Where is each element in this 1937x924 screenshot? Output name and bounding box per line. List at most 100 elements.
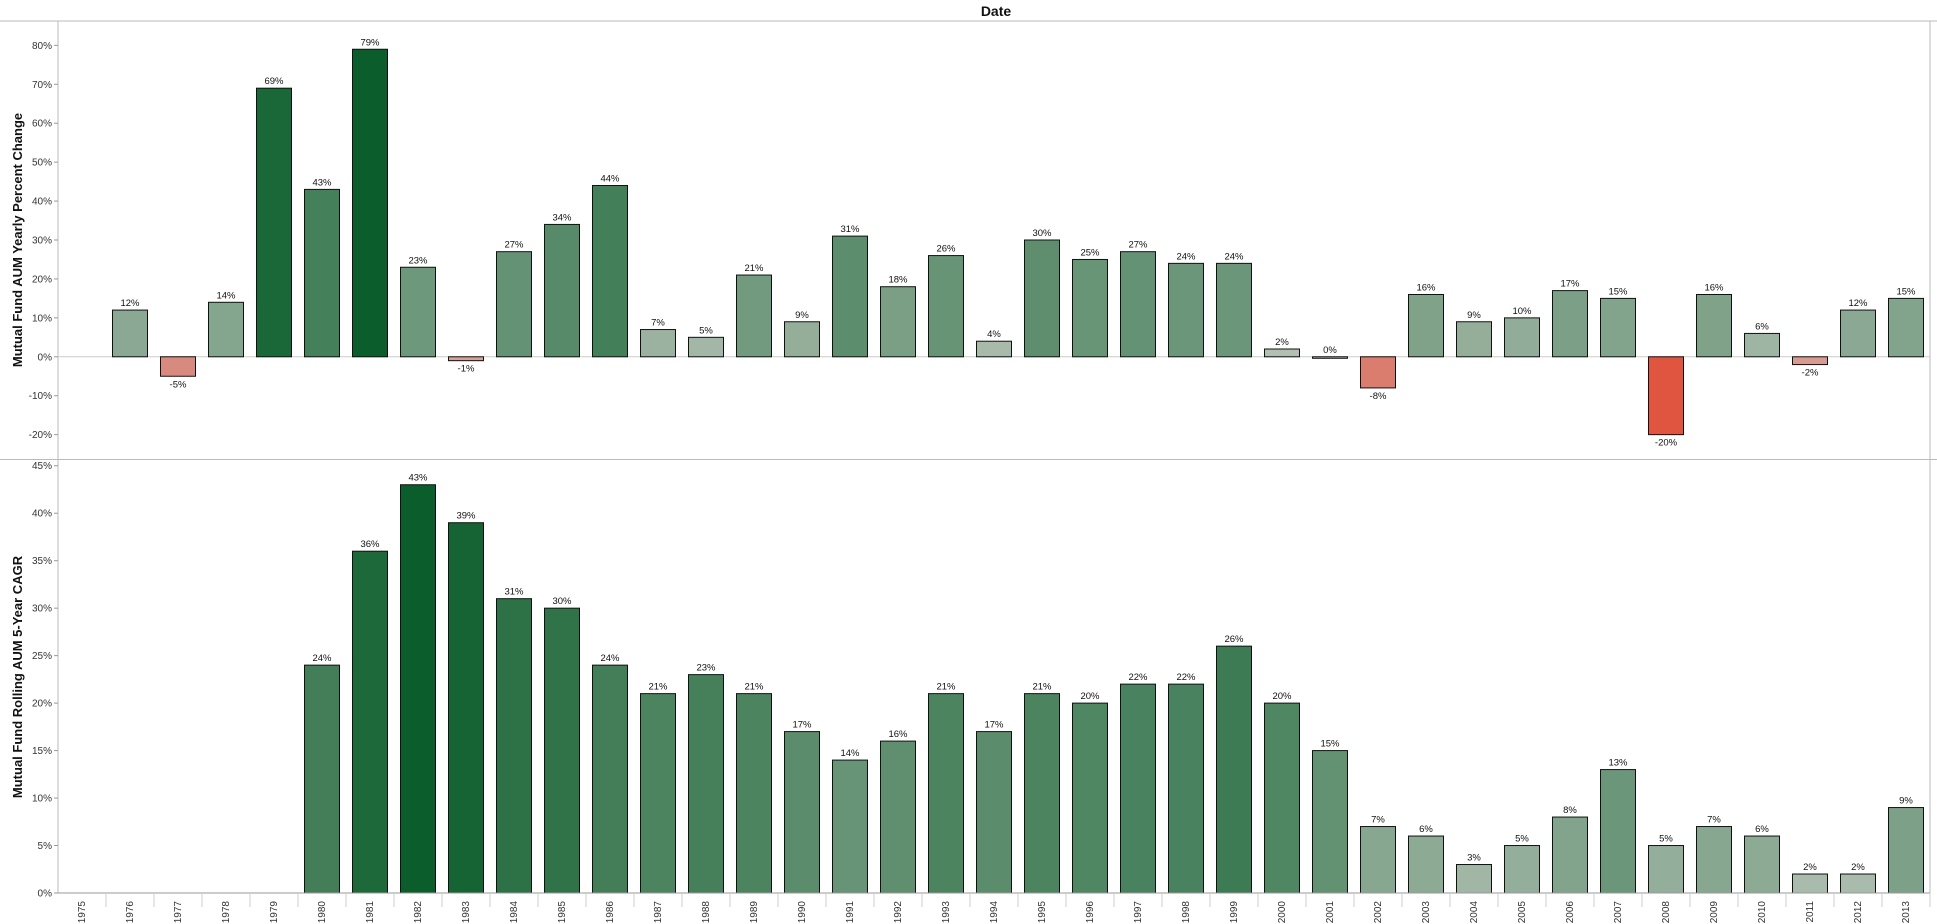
x-tick-label: 2006 [1565, 901, 1576, 924]
bar [1600, 297, 1636, 358]
bar [496, 598, 532, 894]
x-tick-label: 1993 [941, 901, 952, 924]
data-label: 9% [795, 310, 809, 321]
data-label: 15% [1320, 739, 1340, 750]
bar [304, 664, 340, 894]
data-label: 21% [1032, 682, 1052, 693]
y-tick-label: -20% [29, 430, 52, 441]
data-label: 21% [936, 682, 956, 693]
y-tick-label: 0% [38, 889, 53, 900]
data-label: 25% [1080, 247, 1100, 258]
x-tick-label: 1999 [1229, 901, 1240, 924]
bar [160, 356, 196, 377]
bar [1696, 294, 1732, 358]
bar [784, 731, 820, 894]
y-tick-label: 20% [32, 274, 52, 285]
bar [496, 251, 532, 358]
data-label: 7% [1371, 815, 1385, 826]
bar [1456, 864, 1492, 894]
bar [1456, 321, 1492, 358]
data-label: 79% [360, 37, 380, 48]
bar [1024, 239, 1060, 358]
x-tick-label: 1990 [797, 901, 808, 924]
bar [928, 255, 964, 358]
data-label: 15% [1896, 286, 1916, 297]
x-tick-label: 1978 [221, 901, 232, 924]
data-label: 21% [648, 682, 668, 693]
bar [1504, 317, 1540, 358]
data-label: 12% [120, 298, 140, 309]
data-label: 24% [600, 653, 620, 664]
x-tick-label: 1975 [77, 901, 88, 924]
data-label: -8% [1370, 391, 1387, 402]
bar [832, 759, 868, 894]
data-label: 12% [1848, 298, 1868, 309]
data-label: 14% [216, 290, 236, 301]
panels: -20% -10% 0% 10% 20% 30% 40% 50% 60% 70% 80% Mutual… [0, 20, 1937, 900]
y-tick-label: 35% [32, 556, 52, 567]
x-tick-label: 1987 [653, 901, 664, 924]
y-tick-label: 5% [38, 841, 53, 852]
bar [976, 731, 1012, 894]
data-label: 16% [888, 729, 908, 740]
bar [1168, 683, 1204, 894]
y-tick-label: 80% [32, 41, 52, 52]
bar [688, 674, 724, 894]
y-tick-label: 25% [32, 651, 52, 662]
data-label: 17% [1560, 279, 1580, 290]
data-label: 69% [264, 76, 284, 87]
x-tick-label: 2004 [1469, 901, 1480, 924]
bar [1408, 294, 1444, 358]
x-tick-label: 1986 [605, 901, 616, 924]
data-label: 26% [1224, 634, 1244, 645]
bar [1600, 769, 1636, 894]
bar [256, 87, 292, 358]
bar [1360, 826, 1396, 894]
bar [1264, 702, 1300, 894]
bar [1264, 348, 1300, 358]
y-axis-label: Mutual Fund Rolling AUM 5-Year CAGR [10, 555, 25, 798]
data-label: -1% [458, 364, 475, 375]
data-label: 44% [600, 174, 620, 185]
bar [1024, 693, 1060, 894]
data-label: 15% [1608, 286, 1628, 297]
data-label: 16% [1704, 283, 1724, 294]
bar [832, 235, 868, 358]
y-tick-label: 10% [32, 794, 52, 805]
bar [1696, 826, 1732, 894]
data-label: 20% [1272, 691, 1292, 702]
data-label: -20% [1655, 438, 1678, 449]
data-label: 2% [1851, 862, 1865, 873]
bar [688, 336, 724, 358]
bar [1888, 297, 1924, 358]
data-label: 21% [744, 682, 764, 693]
data-label: -5% [170, 379, 187, 390]
y-tick-label: -10% [29, 391, 52, 402]
data-label: 6% [1755, 824, 1769, 835]
data-label: 4% [987, 329, 1001, 340]
data-label: 2% [1803, 862, 1817, 873]
y-tick-label: 15% [32, 746, 52, 757]
data-label: 39% [456, 511, 476, 522]
data-label: 21% [744, 263, 764, 274]
data-label: 14% [840, 748, 860, 759]
x-tick-label: 1976 [125, 901, 136, 924]
bar [784, 321, 820, 358]
data-label: 36% [360, 539, 380, 550]
data-label: 26% [936, 244, 956, 255]
x-tick-label: 2010 [1757, 901, 1768, 924]
chart-title: Date [981, 3, 1012, 19]
y-tick-label: 50% [32, 158, 52, 169]
bar [400, 266, 436, 358]
bar [544, 223, 580, 358]
y-axis-label: Mutual Fund AUM Yearly Percent Change [10, 113, 25, 367]
x-tick-label: 2003 [1421, 901, 1432, 924]
bar [448, 522, 484, 894]
bar [1552, 290, 1588, 358]
data-label: 18% [888, 275, 908, 286]
bar [1792, 873, 1828, 894]
x-tick-label: 2005 [1517, 901, 1528, 924]
y-tick-label: 40% [32, 197, 52, 208]
data-label: 17% [792, 720, 812, 731]
